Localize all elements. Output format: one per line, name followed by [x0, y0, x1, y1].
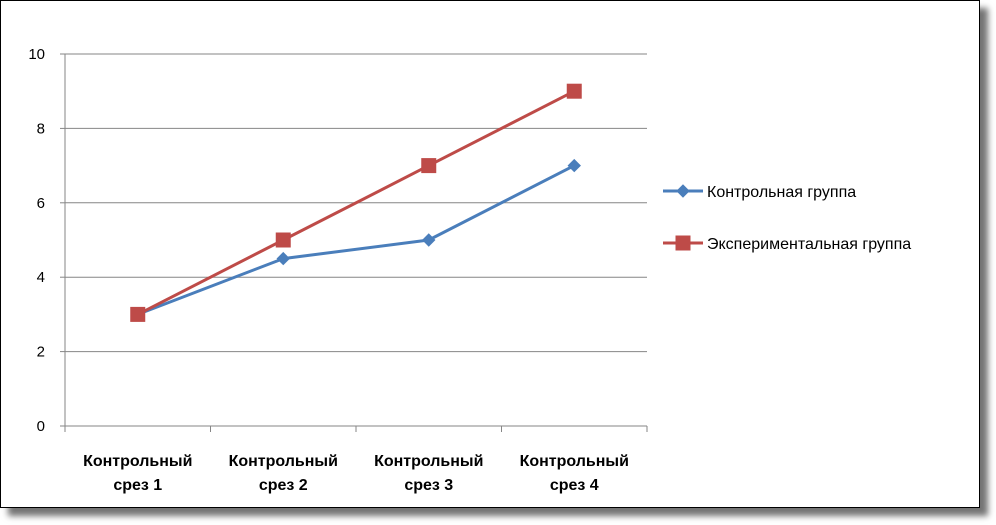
x-category-label: Контрольный срез 4	[520, 453, 629, 494]
y-tick-label: 0	[37, 418, 45, 435]
legend-entry: Контрольная группа	[663, 184, 856, 201]
x-category-label: Контрольный срез 1	[83, 453, 192, 494]
legend-entry: Экспериментальная группа	[663, 235, 911, 253]
y-tick-label: 8	[37, 120, 45, 137]
axis-labels: 0 2 4 6 8 10 Контрольный срез 1 Контрольный срез …	[28, 46, 629, 494]
series-lines	[130, 83, 582, 322]
data-point	[567, 158, 581, 173]
axes	[60, 53, 648, 432]
legend-marker	[675, 235, 691, 251]
y-tick-label: 4	[37, 269, 45, 286]
legend-marker	[676, 184, 690, 198]
data-point	[276, 251, 290, 266]
chart-frame: 0 2 4 6 8 10 Контрольный срез 1 Контрольный срез …	[0, 0, 980, 508]
x-category-label: Контрольный срез 3	[374, 453, 483, 494]
y-tick-label: 2	[37, 344, 45, 361]
x-category-label: Контрольный срез 2	[229, 453, 338, 494]
y-tick-label: 6	[37, 195, 45, 212]
data-point	[275, 232, 291, 248]
data-point	[566, 83, 582, 99]
legend-label: Экспериментальная группа	[707, 236, 911, 253]
legend-label: Контрольная группа	[707, 184, 856, 201]
data-point	[421, 158, 437, 174]
series-line	[137, 89, 575, 316]
series-2	[130, 83, 582, 322]
series-line	[137, 164, 575, 316]
data-point	[422, 233, 436, 247]
legend: Контрольная группа Экспериментальная груп…	[663, 184, 911, 253]
series-1	[131, 158, 581, 322]
data-point	[130, 306, 146, 322]
line-chart: 0 2 4 6 8 10 Контрольный срез 1 Контрольный срез …	[28, 46, 911, 494]
y-tick-label: 10	[28, 46, 45, 63]
